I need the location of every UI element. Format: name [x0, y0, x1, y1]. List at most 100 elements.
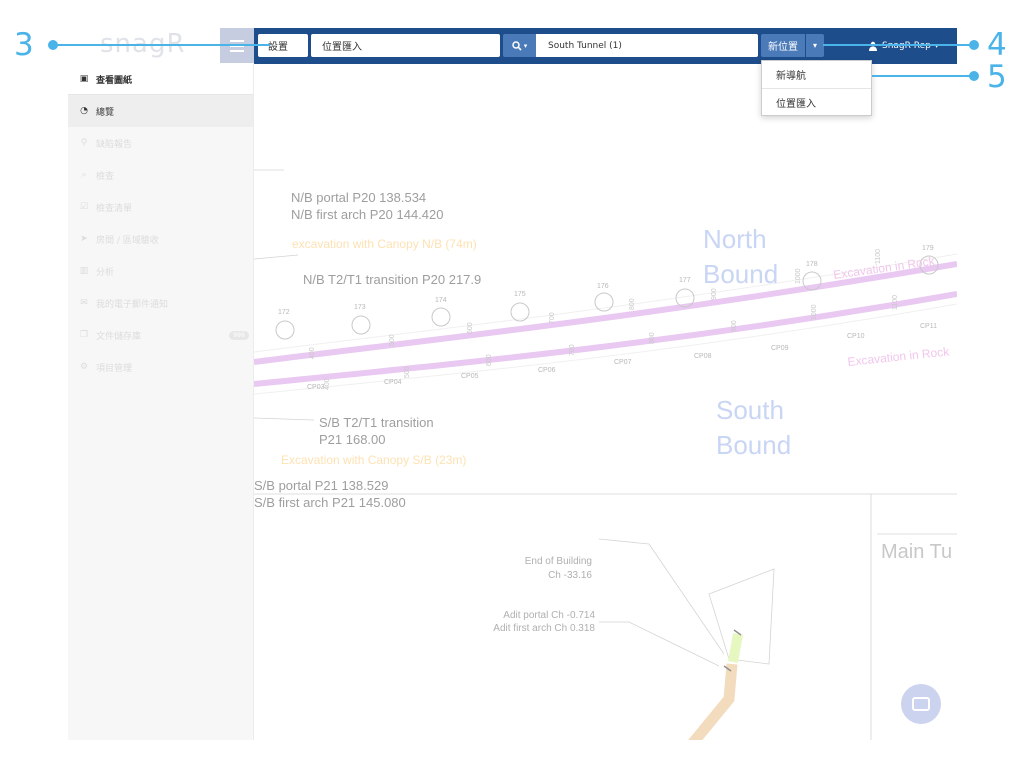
sidebar-item-label: 總覽 — [96, 107, 115, 118]
count-badge: 999 — [229, 330, 249, 340]
south-bound-label: Bound — [716, 430, 791, 460]
sidebar-item-project-management[interactable]: ⚙ 項目管理 — [68, 351, 253, 383]
marker-label: 172 — [278, 309, 290, 316]
sidebar-item-label: 項目管理 — [96, 363, 133, 374]
logo-area: snagR — [68, 28, 220, 64]
sidebar: ▣ 查看圖紙 ◔ 總覽 ⚲ 缺陷報告 ⌕ 檢查 ☑ 檢查清單 ➤ 房間 / 區域… — [68, 64, 254, 740]
control-point-label: CP11 — [920, 323, 937, 330]
sidebar-item-email-notifications[interactable]: ✉ 我的電子郵件通知 — [68, 287, 253, 319]
user-name: SnagR Rep — [882, 41, 931, 51]
location-arrow-icon: ➤ — [80, 234, 88, 244]
svg-text:600: 600 — [467, 322, 474, 334]
svg-text:1000: 1000 — [795, 268, 802, 284]
envelope-icon: ✉ — [80, 298, 88, 308]
marker-label: 174 — [435, 297, 447, 304]
control-point-label: CP03 — [307, 384, 325, 391]
sidebar-item-label: 我的電子郵件通知 — [96, 299, 169, 310]
sb-transition-ch-label: P21 168.00 — [319, 432, 386, 447]
main-tunnel-title: Main Tu — [881, 541, 952, 563]
marker-label: 173 — [354, 304, 366, 311]
callout-number-5: 5 — [987, 59, 1007, 95]
new-location-button[interactable]: 新位置 — [761, 34, 805, 57]
marker-label: 175 — [514, 291, 526, 298]
sidebar-item-label: 檢查 — [96, 171, 115, 182]
search-input[interactable]: South Tunnel (1) — [536, 34, 758, 57]
checkbox-icon: ☑ — [79, 202, 89, 212]
marker-label: 176 — [597, 283, 609, 290]
user-icon — [869, 41, 877, 51]
caret-down-icon: ▾ — [812, 41, 817, 50]
callout-number-4: 4 — [987, 27, 1007, 63]
callout-line-5 — [872, 75, 974, 77]
svg-text:800: 800 — [629, 298, 636, 310]
callout-dot-5 — [969, 71, 979, 81]
sb-transition-label: S/B T2/T1 transition — [319, 415, 434, 430]
sb-first-arch-label: S/B first arch P21 145.080 — [254, 495, 406, 510]
excavation-rock-bottom-label: Excavation in Rock — [847, 344, 951, 369]
sidebar-item-label: 查看圖紙 — [96, 75, 133, 86]
svg-text:500: 500 — [404, 366, 411, 378]
sidebar-item-overview[interactable]: ◔ 總覽 — [68, 95, 253, 127]
nb-first-arch-label: N/B first arch P20 144.420 — [291, 207, 443, 222]
svg-text:500: 500 — [389, 334, 396, 346]
dropdown-item-new-navigation[interactable]: 新導航 — [776, 71, 806, 82]
user-menu[interactable]: SnagR Rep ▾ — [868, 36, 938, 56]
sidebar-item-label: 分析 — [96, 267, 115, 278]
map-marker-icon: ⚲ — [80, 138, 88, 148]
caret-down-icon: ▾ — [523, 41, 528, 50]
dashboard-icon: ◔ — [80, 106, 88, 116]
svg-text:700: 700 — [549, 312, 556, 324]
nb-portal-label: N/B portal P20 138.534 — [291, 190, 426, 205]
svg-text:900: 900 — [711, 288, 718, 300]
sidebar-item-view-drawings[interactable]: ▣ 查看圖紙 — [68, 64, 253, 95]
new-location-caret-button[interactable]: ▾ — [806, 34, 824, 57]
control-point-label: CP06 — [538, 367, 556, 374]
drawing-viewer[interactable]: 400 500 600 700 800 900 1000 1100 400 50… — [254, 64, 957, 740]
south-label: South — [716, 395, 784, 425]
svg-text:400: 400 — [324, 378, 331, 390]
svg-text:600: 600 — [486, 354, 493, 366]
chat-icon — [912, 697, 930, 711]
end-building-ch-label: Ch -33.16 — [548, 570, 592, 581]
sidebar-item-document-repository[interactable]: ❐ 文件儲存庫 999 — [68, 319, 253, 351]
sidebar-item-checklist[interactable]: ☑ 檢查清單 — [68, 191, 253, 223]
adit-first-arch-label: Adit first arch Ch 0.318 — [493, 623, 595, 634]
sidebar-item-label: 文件儲存庫 — [96, 331, 142, 342]
svg-text:800: 800 — [649, 332, 656, 344]
app-window: snagR 設置 位置匯入 ▾ South Tunnel (1) 新位置 ▾ S… — [68, 28, 957, 740]
dropdown-item-location-import[interactable]: 位置匯入 — [762, 88, 871, 115]
marker-label: 177 — [679, 277, 691, 284]
new-location-dropdown: 新導航 位置匯入 — [761, 60, 872, 116]
callout-dot-4 — [969, 40, 979, 50]
sidebar-item-label: 缺陷報告 — [96, 139, 133, 150]
bar-chart-icon: ▥ — [79, 266, 89, 276]
search-icon: ⌕ — [81, 170, 87, 180]
sidebar-item-analytics[interactable]: ▥ 分析 — [68, 255, 253, 287]
copy-icon: ❐ — [79, 330, 89, 340]
tunnel-drawing: 400 500 600 700 800 900 1000 1100 400 50… — [254, 169, 957, 740]
settings-button[interactable]: 設置 — [258, 34, 308, 57]
top-navbar: 設置 位置匯入 ▾ South Tunnel (1) 新位置 ▾ SnagR R… — [254, 28, 957, 64]
svg-text:400: 400 — [309, 347, 316, 359]
end-building-label: End of Building — [525, 556, 592, 567]
location-import-field[interactable]: 位置匯入 — [311, 34, 500, 57]
svg-text:900: 900 — [731, 320, 738, 332]
sidebar-item-label: 房間 / 區域驗收 — [96, 235, 159, 246]
nb-canopy-label: excavation with Canopy N/B (74m) — [292, 237, 477, 251]
nb-transition-label: N/B T2/T1 transition P20 217.9 — [303, 272, 481, 287]
svg-text:1100: 1100 — [892, 295, 899, 310]
sidebar-item-defect-report[interactable]: ⚲ 缺陷報告 — [68, 127, 253, 159]
search-dropdown-button[interactable]: ▾ — [503, 34, 536, 57]
sidebar-item-inspection[interactable]: ⌕ 檢查 — [68, 159, 253, 191]
image-icon: ▣ — [79, 74, 89, 84]
control-point-label: CP10 — [847, 333, 865, 340]
control-point-label: CP07 — [614, 359, 632, 366]
svg-text:700: 700 — [569, 344, 576, 356]
sb-portal-label: S/B portal P21 138.529 — [254, 478, 388, 493]
chat-launcher-button[interactable] — [901, 684, 941, 724]
svg-text:1000: 1000 — [811, 304, 818, 320]
sidebar-item-label: 檢查清單 — [96, 203, 133, 214]
callout-line-3 — [53, 44, 270, 46]
sidebar-item-room-handover[interactable]: ➤ 房間 / 區域驗收 — [68, 223, 253, 255]
